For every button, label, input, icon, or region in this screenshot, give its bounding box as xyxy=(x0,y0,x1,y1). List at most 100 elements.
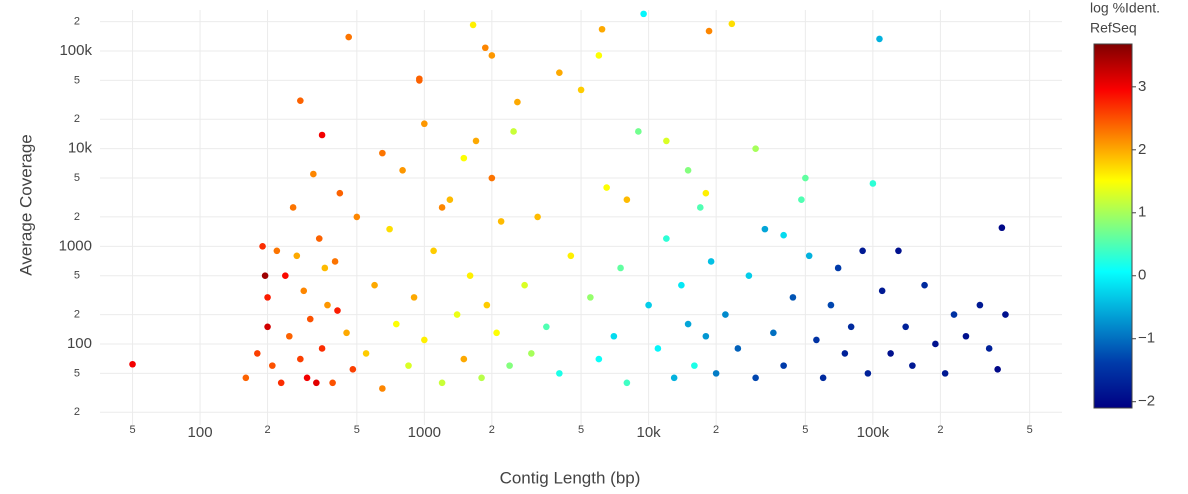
y-tick-label: 2 xyxy=(74,211,80,223)
point xyxy=(819,374,827,382)
point xyxy=(556,69,563,76)
point xyxy=(318,131,326,139)
point xyxy=(635,128,642,135)
point xyxy=(514,98,521,106)
point xyxy=(707,258,715,265)
point xyxy=(876,35,883,43)
point xyxy=(277,379,285,387)
y-tick-label: 1000 xyxy=(59,237,92,254)
point xyxy=(438,379,446,387)
point xyxy=(712,370,720,377)
point xyxy=(460,154,468,162)
y-tick-label: 5 xyxy=(74,74,80,86)
x-tick-label: 1000 xyxy=(408,424,441,441)
point xyxy=(273,247,281,255)
point xyxy=(478,374,485,382)
point xyxy=(684,320,692,328)
point xyxy=(598,25,606,33)
point xyxy=(430,247,437,255)
point xyxy=(752,374,759,382)
point xyxy=(303,374,311,382)
point xyxy=(386,225,393,233)
point xyxy=(483,301,491,309)
x-tick-label: 5 xyxy=(578,424,584,436)
point xyxy=(789,294,797,301)
point xyxy=(421,120,428,128)
point xyxy=(293,252,301,260)
y-tick-label: 5 xyxy=(74,367,80,379)
x-tick-label: 5 xyxy=(1027,424,1033,436)
point xyxy=(242,374,250,382)
colorbar-title: RefSeq xyxy=(1090,20,1137,36)
point xyxy=(264,294,271,301)
point xyxy=(663,235,670,242)
point xyxy=(610,332,618,340)
point xyxy=(887,350,894,357)
colorbar-tick-label: −2 xyxy=(1138,393,1155,410)
point xyxy=(543,323,550,331)
y-axis-title: Average Coverage xyxy=(16,134,35,275)
point xyxy=(895,247,902,255)
point xyxy=(932,340,939,348)
point xyxy=(286,332,293,340)
point xyxy=(497,218,505,225)
point xyxy=(410,294,418,301)
point xyxy=(416,75,423,83)
point xyxy=(770,329,777,337)
y-tick-label: 2 xyxy=(74,16,80,28)
point xyxy=(745,272,753,280)
point xyxy=(859,247,866,255)
point xyxy=(488,174,496,182)
y-tick-label: 2 xyxy=(74,308,80,320)
grid xyxy=(100,10,1062,425)
point xyxy=(941,370,949,377)
colorbar-tick-label: 3 xyxy=(1138,78,1146,95)
x-tick-label: 2 xyxy=(713,424,719,436)
point xyxy=(331,258,339,265)
point xyxy=(453,311,461,318)
colorbar-tick-label: 2 xyxy=(1138,141,1146,158)
point xyxy=(315,235,323,242)
y-tick-label: 100k xyxy=(59,42,92,59)
point xyxy=(805,252,813,260)
point xyxy=(313,379,320,387)
point xyxy=(577,86,585,94)
point xyxy=(950,311,958,318)
point xyxy=(734,345,742,352)
point xyxy=(702,332,710,340)
point xyxy=(399,167,406,174)
point xyxy=(334,307,341,314)
point xyxy=(289,204,297,211)
x-tick-label: 100k xyxy=(857,424,890,441)
point xyxy=(493,329,500,337)
x-tick-label: 5 xyxy=(129,424,135,436)
x-tick-label: 10k xyxy=(637,424,662,441)
x-tick-label: 5 xyxy=(354,424,360,436)
point xyxy=(349,366,357,373)
y-tick-label: 2 xyxy=(74,406,80,418)
x-tick-label: 2 xyxy=(489,424,495,436)
point xyxy=(556,370,563,377)
point xyxy=(705,27,713,35)
point xyxy=(603,184,610,191)
point xyxy=(446,196,454,204)
point xyxy=(663,137,670,145)
point xyxy=(405,362,412,369)
x-tick-label: 5 xyxy=(802,424,808,436)
point xyxy=(379,149,386,157)
point xyxy=(472,137,480,145)
point xyxy=(595,52,603,59)
point xyxy=(469,21,477,29)
point xyxy=(994,366,1001,373)
point xyxy=(567,252,575,260)
point xyxy=(534,213,541,221)
point xyxy=(421,336,428,344)
point xyxy=(259,243,266,250)
point xyxy=(802,174,809,182)
point xyxy=(460,355,468,363)
point xyxy=(722,311,729,318)
point xyxy=(752,145,759,152)
point xyxy=(345,33,352,41)
point xyxy=(841,350,849,357)
